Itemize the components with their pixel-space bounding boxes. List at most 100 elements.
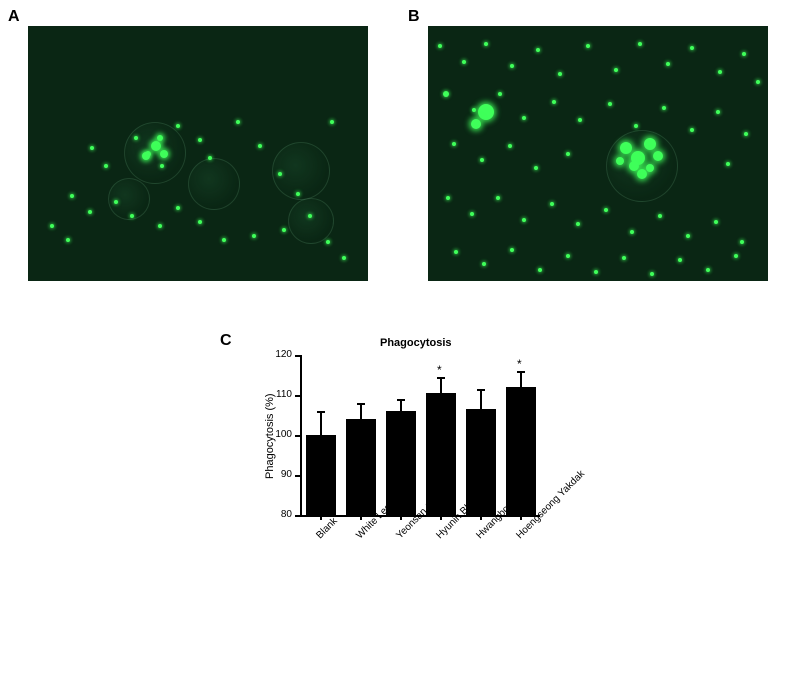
fluorescence-dot <box>690 128 694 132</box>
fluorescence-dot <box>480 158 484 162</box>
significance-marker: * <box>437 363 442 377</box>
fluorescence-dot <box>744 132 748 136</box>
y-tick-label: 80 <box>268 509 292 520</box>
panel-b-label: B <box>408 8 420 26</box>
x-tick-label: Yeonsan Ogye <box>394 531 405 542</box>
fluorescence-dot <box>558 72 562 76</box>
fluorescence-cluster <box>629 161 639 171</box>
fluorescence-dot <box>686 234 690 238</box>
cell-outline <box>606 130 678 202</box>
fluorescence-dot <box>566 254 570 258</box>
bar <box>346 419 376 515</box>
fluorescence-dot <box>252 234 256 238</box>
error-bar-cap <box>397 399 405 401</box>
x-tick-label: Blank <box>314 531 325 542</box>
fluorescence-dot <box>308 214 312 218</box>
fluorescence-dot <box>88 210 92 214</box>
fluorescence-dot <box>536 48 540 52</box>
cell-outline <box>272 142 330 200</box>
fluorescence-cluster <box>478 104 494 120</box>
panel-a-label: A <box>8 8 20 26</box>
x-tick-label: Hoengseong Yakdak <box>514 531 525 542</box>
error-bar-stem <box>440 377 442 393</box>
fluorescence-dot <box>443 91 449 97</box>
fluorescence-dot <box>538 268 542 272</box>
fluorescence-dot <box>342 256 346 260</box>
fluorescence-dot <box>718 70 722 74</box>
fluorescence-dot <box>130 214 134 218</box>
micrograph-b <box>428 26 768 281</box>
fluorescence-dot <box>50 224 54 228</box>
fluorescence-dot <box>594 270 598 274</box>
fluorescence-dot <box>658 214 662 218</box>
significance-marker: * <box>517 357 522 371</box>
fluorescence-dot <box>326 240 330 244</box>
fluorescence-dot <box>496 196 500 200</box>
fluorescence-dot <box>522 116 526 120</box>
fluorescence-cluster <box>644 138 656 150</box>
fluorescence-dot <box>690 46 694 50</box>
micrograph-a <box>28 26 368 281</box>
fluorescence-dot <box>446 196 450 200</box>
fluorescence-cluster <box>157 135 163 141</box>
fluorescence-dot <box>634 124 638 128</box>
y-tick <box>295 475 300 477</box>
error-bar-cap <box>517 371 525 373</box>
fluorescence-dot <box>614 68 618 72</box>
fluorescence-dot <box>160 164 164 168</box>
fluorescence-dot <box>740 240 744 244</box>
x-tick <box>480 515 482 520</box>
fluorescence-dot <box>662 106 666 110</box>
y-tick-label: 120 <box>268 349 292 360</box>
error-bar-cap <box>357 403 365 405</box>
error-bar-stem <box>360 403 362 419</box>
cell-outline <box>188 158 240 210</box>
fluorescence-cluster <box>646 164 654 172</box>
cell-outline <box>288 198 334 244</box>
fluorescence-cluster <box>142 152 150 160</box>
fluorescence-cluster <box>637 169 647 179</box>
fluorescence-dot <box>462 60 466 64</box>
fluorescence-dot <box>134 136 138 140</box>
fluorescence-dot <box>236 120 240 124</box>
fluorescence-dot <box>678 258 682 262</box>
error-bar-stem <box>520 371 522 387</box>
y-tick <box>295 515 300 517</box>
fluorescence-dot <box>604 208 608 212</box>
fluorescence-dot <box>454 250 458 254</box>
fluorescence-dot <box>278 172 282 176</box>
y-tick <box>295 435 300 437</box>
y-tick <box>295 355 300 357</box>
fluorescence-dot <box>586 44 590 48</box>
cell-outline <box>124 122 186 184</box>
fluorescence-dot <box>630 230 634 234</box>
fluorescence-dot <box>90 146 94 150</box>
fluorescence-dot <box>296 192 300 196</box>
fluorescence-dot <box>550 202 554 206</box>
fluorescence-dot <box>208 156 212 160</box>
fluorescence-dot <box>566 152 570 156</box>
phagocytosis-chart: 8090100110120Phagocytosis (%)BlankWhite … <box>256 335 556 665</box>
x-tick-label: White Leghorn <box>354 531 365 542</box>
figure-container: A B C Phagocytosis 8090100110120Phagocyt… <box>0 0 796 679</box>
fluorescence-dot <box>66 238 70 242</box>
fluorescence-dot <box>650 272 654 276</box>
fluorescence-dot <box>104 164 108 168</box>
fluorescence-dot <box>742 52 746 56</box>
x-tick-label: Hyunin Black <box>434 531 445 542</box>
fluorescence-dot <box>70 194 74 198</box>
error-bar-stem <box>320 411 322 435</box>
x-tick <box>440 515 442 520</box>
fluorescence-dot <box>638 42 642 46</box>
y-axis-label: Phagocytosis (%) <box>264 393 276 479</box>
fluorescence-dot <box>666 62 670 66</box>
error-bar-cap <box>437 377 445 379</box>
error-bar-cap <box>477 389 485 391</box>
bar <box>466 409 496 515</box>
error-bar-stem <box>480 389 482 409</box>
fluorescence-dot <box>114 200 118 204</box>
fluorescence-dot <box>472 108 476 112</box>
fluorescence-dot <box>714 220 718 224</box>
fluorescence-dot <box>498 92 502 96</box>
fluorescence-dot <box>622 256 626 260</box>
